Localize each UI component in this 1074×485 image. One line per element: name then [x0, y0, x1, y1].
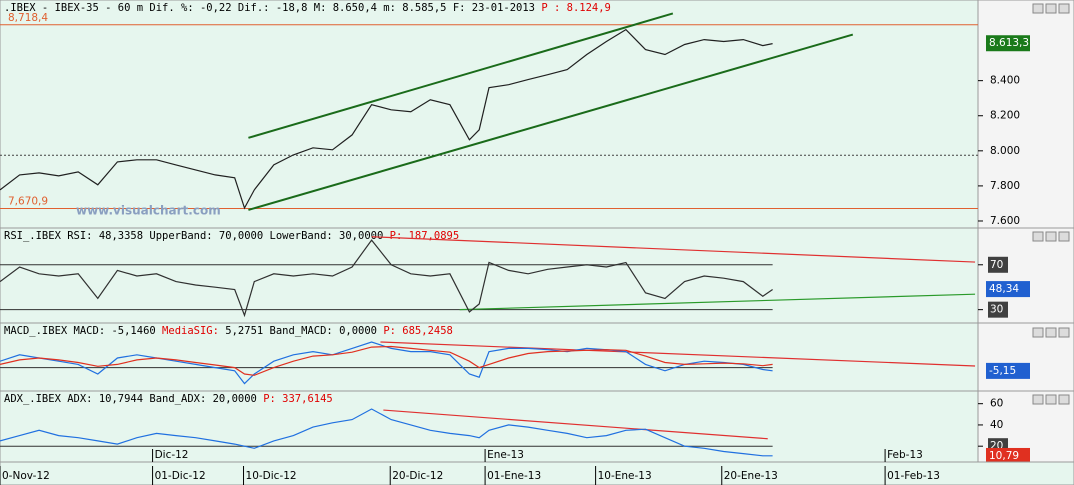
close-button[interactable]: [1058, 231, 1070, 242]
last-value-label: -5,15: [989, 365, 1016, 377]
trendline: [383, 409, 768, 440]
series-line: [0, 28, 773, 210]
axis-background: [977, 322, 1074, 392]
panel-header: RSI_.IBEX RSI: 48,3358 UpperBand: 70,000…: [4, 230, 459, 242]
last-value-box: [986, 362, 1030, 379]
close-button[interactable]: [1058, 3, 1070, 14]
minimize-button[interactable]: [1032, 394, 1044, 405]
x-tick-label: 20-Dic-12: [392, 470, 443, 482]
series-line: [0, 239, 773, 318]
y-tick-label: 70: [990, 259, 1003, 271]
last-value-box: [986, 447, 1030, 464]
series-line: [0, 345, 773, 376]
panel-background: [0, 0, 979, 229]
header-segment: .IBEX - IBEX-35 - 60 m Dif. %: -0,22 Dif…: [4, 2, 535, 14]
x-tick-label: 01-Feb-13: [887, 470, 940, 482]
month-label: Dic-12: [155, 449, 189, 461]
close-button[interactable]: [1058, 394, 1070, 405]
tick-box: [988, 256, 1008, 273]
y-tick-label: 8.000: [990, 145, 1020, 157]
x-tick-label: 01-Ene-13: [487, 470, 541, 482]
window-buttons[interactable]: [1032, 3, 1070, 405]
last-value-label: 10,79: [989, 450, 1019, 462]
minimize-button[interactable]: [1032, 231, 1044, 242]
last-value-label: 48,34: [989, 283, 1019, 295]
maximize-button[interactable]: [1045, 231, 1057, 242]
header-segment: P: 337,6145: [263, 393, 333, 405]
header-segment: RSI_.IBEX RSI: 48,3358 UpperBand: 70,000…: [4, 230, 383, 242]
series-line: [0, 408, 773, 457]
close-button[interactable]: [1058, 327, 1070, 338]
x-tick-label: 10-Dic-12: [246, 470, 297, 482]
tick-box: [988, 301, 1008, 318]
month-label: Feb-13: [887, 449, 923, 461]
panel-background: [0, 322, 979, 392]
header-segment: ADX_.IBEX ADX: 10,7944 Band_ADX: 20,0000: [4, 393, 257, 405]
last-value-box: [986, 281, 1030, 298]
time-axis-background: [0, 461, 1074, 485]
x-tick-label: 20-Ene-13: [724, 470, 778, 482]
y-tick-label: 30: [990, 304, 1003, 316]
header-segment: 5,2751 Band_MACD: 0,0000: [225, 325, 377, 337]
y-tick-label: 8.400: [990, 75, 1020, 87]
x-tick-label: 10-Ene-13: [598, 470, 652, 482]
last-value-label: 8.613,3: [989, 37, 1029, 49]
header-segment: P: 685,2458: [383, 325, 453, 337]
header-segment: P : 8.124,9: [541, 2, 611, 14]
trendline: [248, 33, 854, 211]
panel-header: MACD_.IBEX MACD: -5,1460 MediaSIG: 5,275…: [4, 325, 453, 337]
header-segment: MediaSIG:: [162, 325, 219, 337]
trendline: [459, 293, 976, 311]
minimize-button[interactable]: [1032, 327, 1044, 338]
maximize-button[interactable]: [1045, 327, 1057, 338]
maximize-button[interactable]: [1045, 394, 1057, 405]
panel-header: ADX_.IBEX ADX: 10,7944 Band_ADX: 20,0000…: [4, 393, 333, 405]
y-tick-label: 60: [990, 398, 1003, 410]
x-tick-label: 01-Dic-12: [155, 470, 206, 482]
y-tick-label: 8.200: [990, 110, 1020, 122]
minimize-button[interactable]: [1032, 3, 1044, 14]
y-tick-label: 7.800: [990, 180, 1020, 192]
header-segment: MACD_.IBEX MACD: -5,1460: [4, 325, 156, 337]
series-line: [0, 341, 773, 385]
trendline: [248, 12, 674, 139]
watermark: www.visualchart.com: [76, 204, 221, 218]
month-label: Ene-13: [487, 449, 524, 461]
maximize-button[interactable]: [1045, 3, 1057, 14]
header-segment: P: 187,0895: [390, 230, 460, 242]
panel-header: .IBEX - IBEX-35 - 60 m Dif. %: -0,22 Dif…: [4, 2, 611, 14]
last-value-box: [986, 35, 1030, 52]
y-tick-label: 40: [990, 419, 1003, 431]
trendline: [380, 341, 976, 367]
y-tick-label: 7.600: [990, 215, 1020, 227]
x-tick-label: 0-Nov-12: [2, 470, 50, 482]
level-label: 7,670,9: [8, 196, 48, 208]
panel-background: [0, 390, 979, 463]
level-label: 8,718,4: [8, 12, 48, 24]
trendline: [371, 236, 976, 263]
